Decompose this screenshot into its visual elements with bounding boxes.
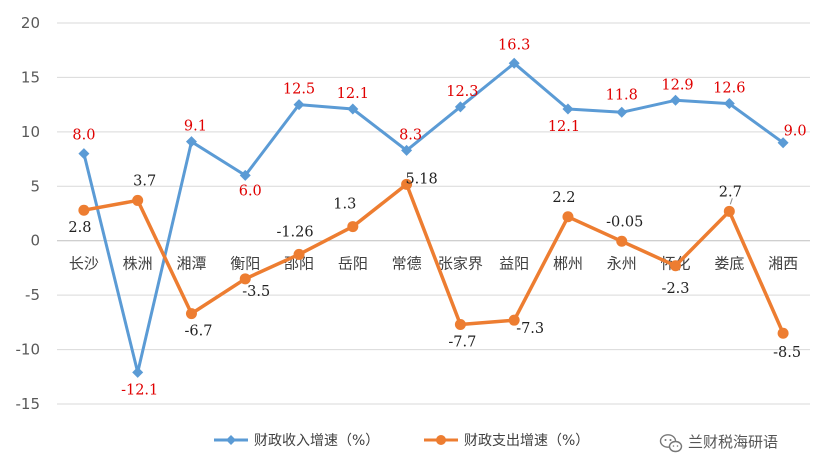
data-label: -12.1 [121, 382, 158, 398]
y-tick-label: 15 [21, 68, 40, 86]
data-point [132, 194, 144, 206]
data-label: 3.7 [133, 173, 156, 189]
x-tick-label: 株洲 [123, 255, 153, 273]
wechat-icon [659, 434, 683, 453]
data-label: -3.5 [242, 284, 270, 300]
data-label: 12.5 [283, 82, 315, 98]
data-label: 12.1 [548, 119, 580, 135]
data-point [670, 260, 682, 272]
data-point [454, 101, 466, 113]
data-label: 2.2 [552, 190, 575, 206]
data-point [508, 314, 520, 326]
x-tick-label: 常德 [392, 255, 422, 273]
data-label: -8.5 [773, 345, 801, 361]
x-tick-label: 郴州 [553, 255, 583, 273]
data-label: -0.05 [606, 214, 643, 230]
x-tick-label: 岳阳 [338, 255, 368, 273]
data-point [508, 57, 520, 69]
data-point [78, 204, 90, 216]
data-point [293, 248, 305, 260]
data-point [562, 211, 574, 223]
y-axis-ticks: 20 15 10 5 0 -5 -10 -15 [16, 14, 41, 413]
y-tick-label: 10 [21, 123, 40, 141]
data-point [562, 103, 574, 115]
data-point [616, 106, 628, 118]
data-point [401, 144, 413, 156]
data-label: 12.6 [713, 81, 745, 97]
data-label: 2.7 [719, 184, 742, 200]
data-label: 5.18 [405, 171, 437, 187]
data-label: -2.3 [662, 281, 690, 297]
legend-entry: 财政收入增速（%） [254, 433, 379, 449]
data-label: 12.1 [337, 86, 369, 102]
watermark-text: 兰财税海研语 [688, 433, 778, 451]
data-label: 12.9 [661, 77, 693, 93]
legend-marker [226, 435, 236, 445]
x-tick-label: 益阳 [499, 255, 529, 273]
data-point [185, 308, 197, 320]
data-point [132, 366, 144, 378]
data-point [239, 169, 251, 181]
data-label: 11.8 [606, 87, 638, 103]
y-tick-label: 5 [30, 177, 40, 195]
y-tick-label: -10 [16, 341, 41, 359]
series-lines [78, 57, 789, 378]
data-point [347, 221, 359, 233]
watermark: 兰财税海研语 [659, 433, 778, 453]
legend: 财政收入增速（%） 财政支出增速（%） [214, 433, 589, 449]
data-label: 16.3 [498, 37, 530, 53]
data-point [777, 137, 789, 149]
data-point [347, 103, 359, 115]
data-point [616, 235, 628, 247]
data-label: -7.3 [516, 321, 544, 337]
x-axis-ticks: 长沙株洲湘潭衡阳邵阳岳阳常德张家界益阳郴州永州怀化娄底湘西 [69, 255, 798, 273]
x-tick-label: 湘潭 [176, 255, 206, 273]
data-point [670, 94, 682, 106]
x-tick-label: 娄底 [714, 255, 744, 273]
data-point [239, 273, 251, 285]
data-label: 2.8 [68, 220, 91, 236]
data-point [454, 319, 466, 331]
legend-marker [436, 435, 446, 445]
series-line-0 [82, 61, 784, 374]
data-label: 8.0 [72, 128, 95, 144]
y-tick-label: 20 [21, 14, 40, 32]
y-tick-label: 0 [30, 232, 40, 250]
data-point [185, 136, 197, 148]
y-tick-label: -15 [16, 395, 41, 413]
x-tick-label: 张家界 [438, 255, 483, 273]
data-label: 12.3 [446, 84, 478, 100]
data-label: 9.0 [784, 124, 807, 140]
data-point [78, 148, 90, 160]
x-tick-label: 长沙 [69, 255, 99, 273]
grid-lines [57, 22, 810, 405]
legend-entry: 财政支出增速（%） [464, 433, 589, 449]
x-tick-label: 永州 [607, 255, 637, 273]
data-point [723, 98, 735, 110]
series-line-1 [83, 182, 785, 334]
data-label: 1.3 [333, 197, 356, 213]
x-tick-label: 湘西 [768, 255, 798, 273]
data-labels: 8.0 -12.1 9.1 6.0 12.5 12.1 8.3 12.3 16.3 12.1 11.… [68, 37, 806, 398]
x-tick-label: 衡阳 [230, 255, 260, 273]
data-point [401, 178, 413, 190]
data-point [777, 327, 789, 339]
data-label: 6.0 [239, 183, 262, 199]
data-point [723, 205, 735, 217]
data-point [293, 99, 305, 111]
data-label: -6.7 [184, 324, 212, 340]
y-tick-label: -5 [25, 286, 40, 304]
data-label: 8.3 [399, 127, 422, 143]
data-label: -1.26 [276, 224, 313, 240]
label-leader-line [729, 198, 733, 205]
data-label: 9.1 [184, 119, 207, 135]
data-label: -7.7 [448, 335, 476, 351]
